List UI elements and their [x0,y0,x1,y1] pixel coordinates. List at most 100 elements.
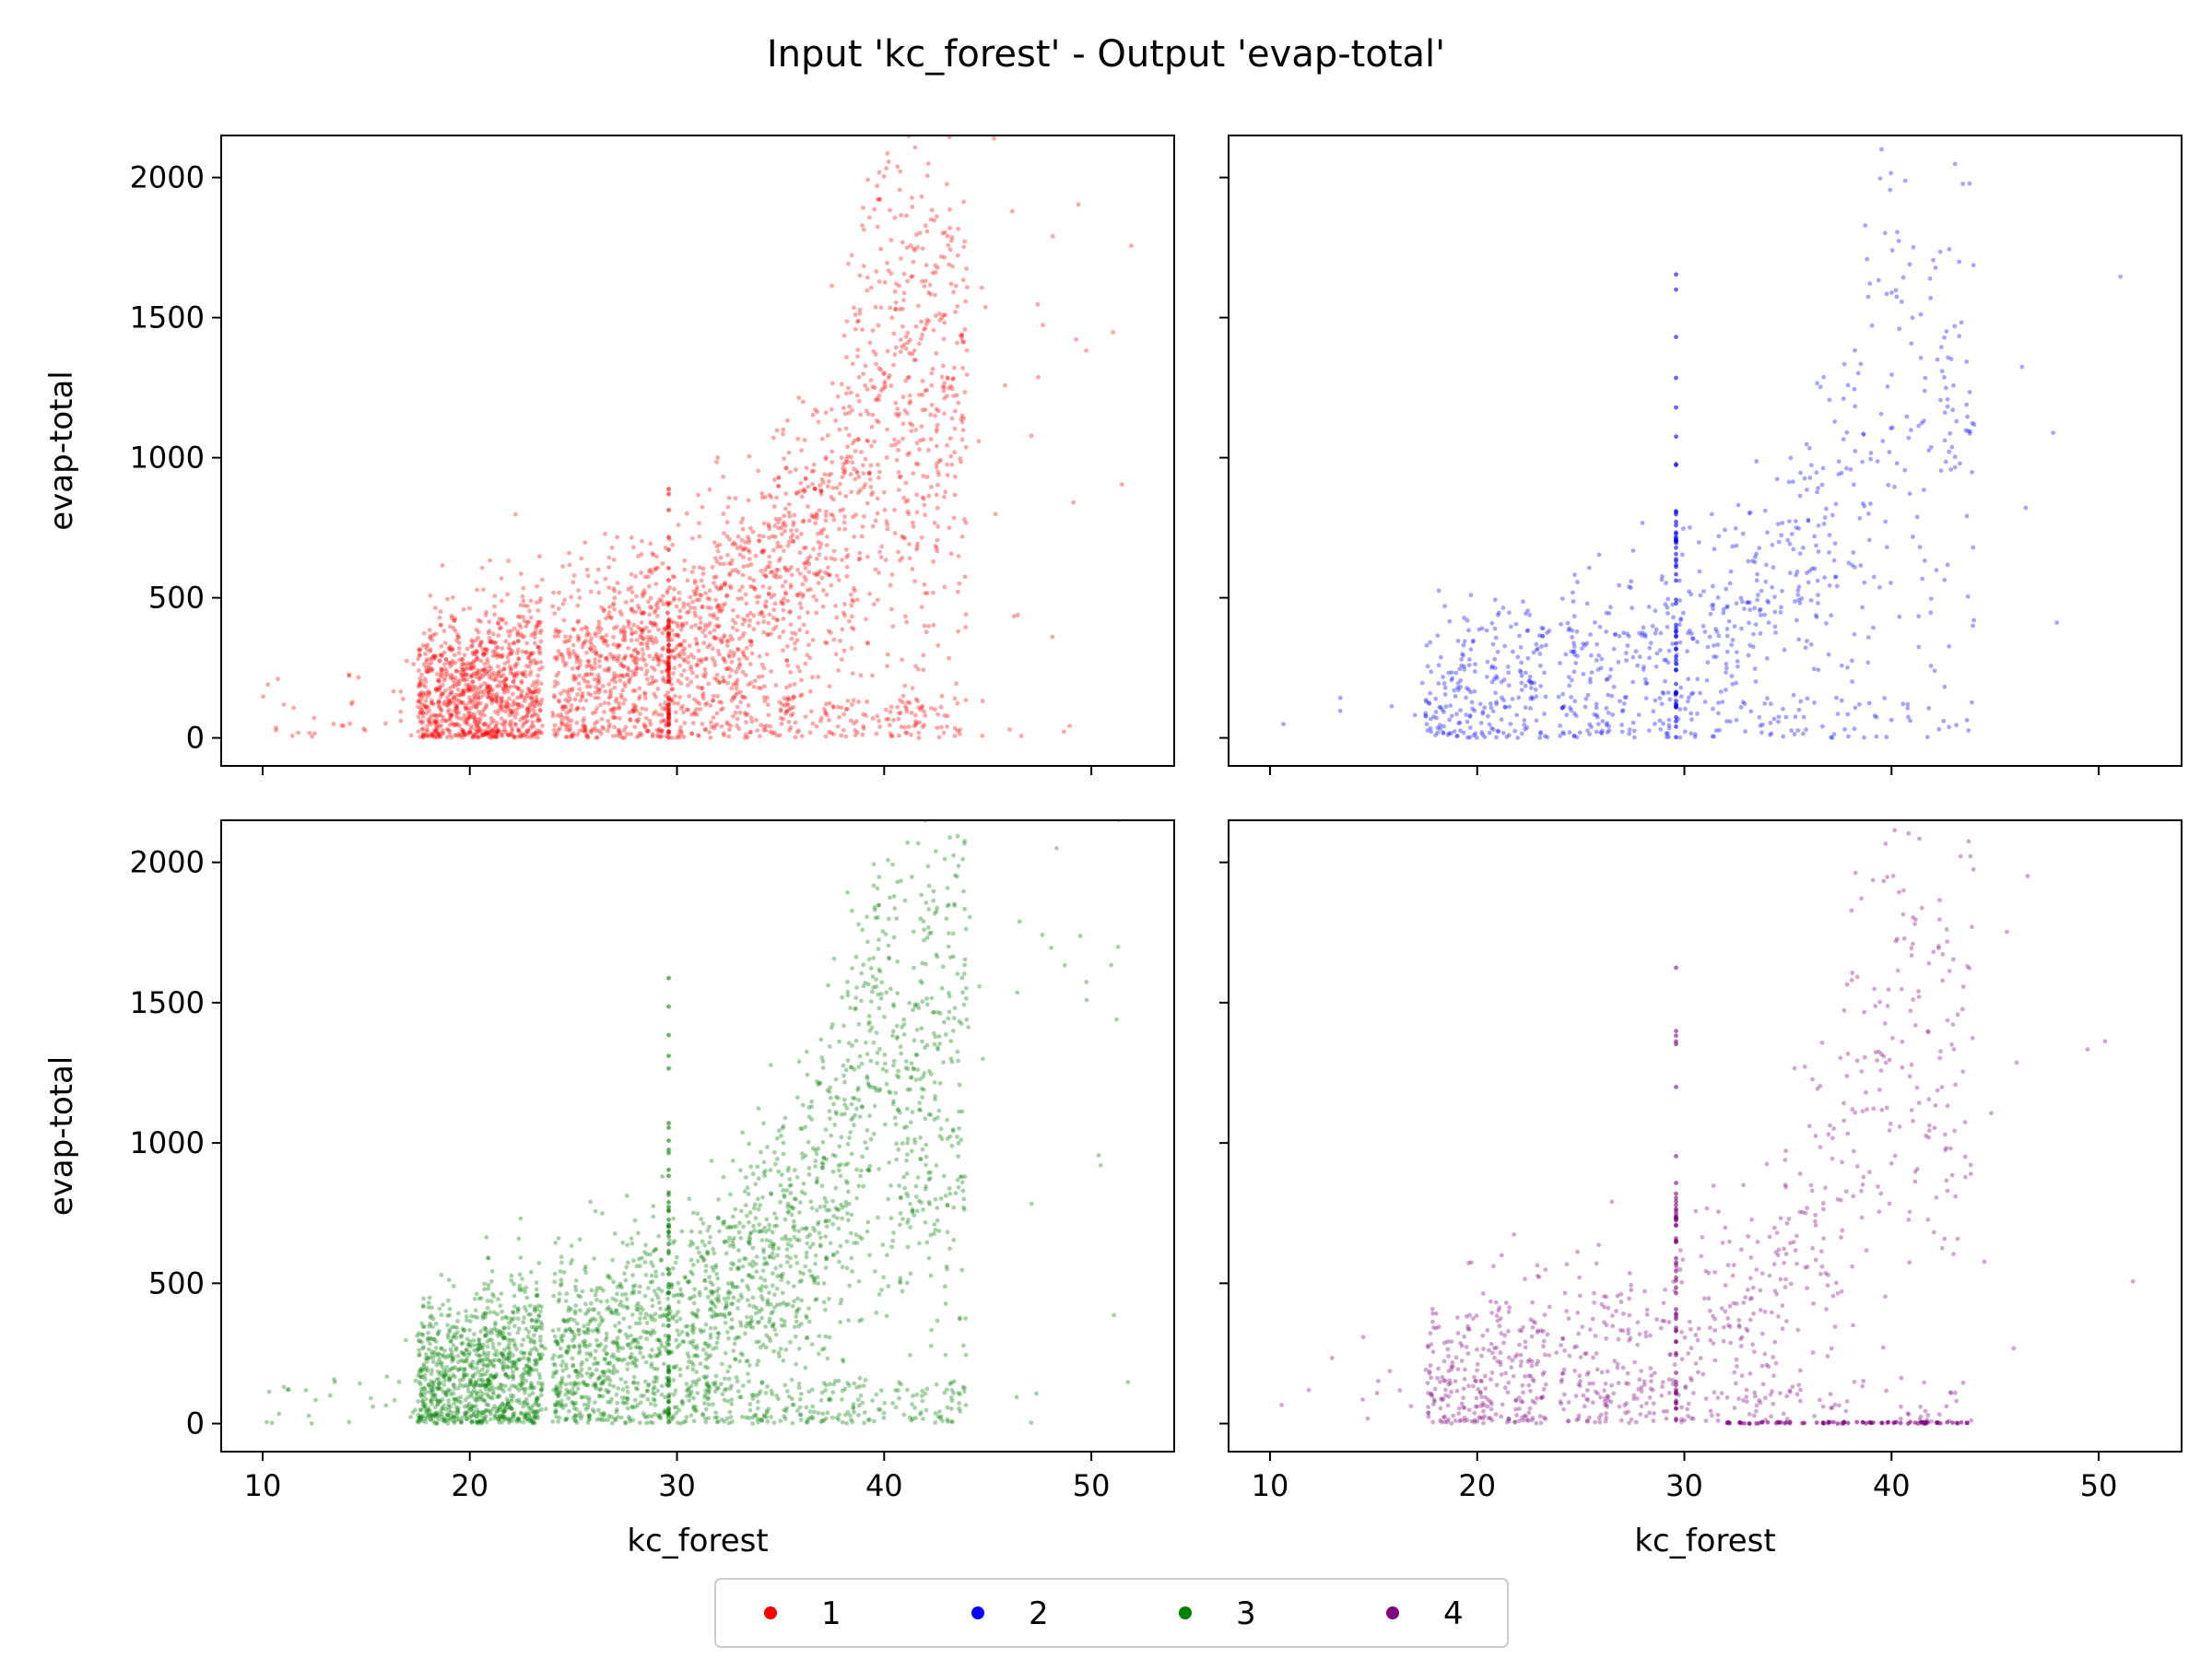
point [852,1123,856,1128]
point [435,713,440,719]
point [895,164,900,170]
point [445,695,450,700]
point [613,715,618,720]
point [858,488,863,493]
point [616,643,621,649]
point [487,684,492,689]
point [600,1211,605,1216]
point [433,687,439,692]
point [534,699,539,703]
point [676,624,680,629]
point [500,1351,504,1357]
point [469,674,475,678]
point [1735,502,1741,508]
point [898,337,903,342]
point [446,707,452,712]
point [1793,599,1797,604]
point [823,456,829,462]
point [493,724,499,728]
point [572,697,578,702]
point [443,718,449,724]
point [1957,334,1962,339]
point [539,730,545,735]
point [639,666,644,672]
point [625,665,630,671]
point [596,676,602,681]
point [677,735,682,740]
point [1968,429,1973,434]
point [1700,624,1706,629]
point [576,636,582,641]
point [811,594,817,599]
point [1712,734,1717,739]
point [932,218,937,223]
point [768,1063,773,1067]
point [789,712,794,718]
point [1763,579,1769,584]
point [1485,659,1490,665]
point [727,571,733,576]
point [913,723,919,727]
point [681,710,687,715]
point [1029,433,1034,439]
point [814,610,819,616]
point [517,702,522,707]
point [696,1308,700,1313]
point [708,1335,713,1340]
point [726,638,731,643]
point [532,657,537,663]
point [743,695,747,700]
point [1611,646,1617,652]
point [615,658,620,664]
point [594,735,600,740]
point [612,724,617,730]
point [631,622,637,628]
point [806,1389,812,1394]
point [784,697,790,702]
point [532,1413,537,1418]
point [619,1358,625,1363]
point [759,1276,763,1280]
point [745,1185,750,1191]
point [310,734,314,739]
point [721,635,726,641]
point [584,734,589,738]
point [843,426,849,431]
point [1831,558,1837,563]
point [1608,666,1614,672]
point [451,1334,456,1339]
point [511,641,516,646]
point [437,734,442,738]
point [912,358,917,362]
point [1841,437,1846,441]
point [1758,724,1763,728]
point [735,724,739,728]
point [767,585,772,591]
point [429,700,434,706]
point [588,692,594,698]
point [465,672,470,677]
point [1808,641,1814,647]
point [536,717,541,723]
point [761,547,767,553]
point [724,666,730,672]
point [763,605,769,609]
point [929,402,935,407]
point [434,724,439,728]
point [632,656,637,661]
point [1696,540,1701,545]
point [592,677,597,682]
point [608,707,613,712]
point [944,1264,949,1269]
point [841,333,847,338]
point [807,554,813,559]
point [514,707,519,712]
point [1084,997,1089,1003]
point [1916,644,1922,650]
point [598,731,604,736]
point [717,561,723,567]
point [721,655,726,661]
point [814,724,819,729]
point [841,406,846,411]
point [751,1393,757,1398]
